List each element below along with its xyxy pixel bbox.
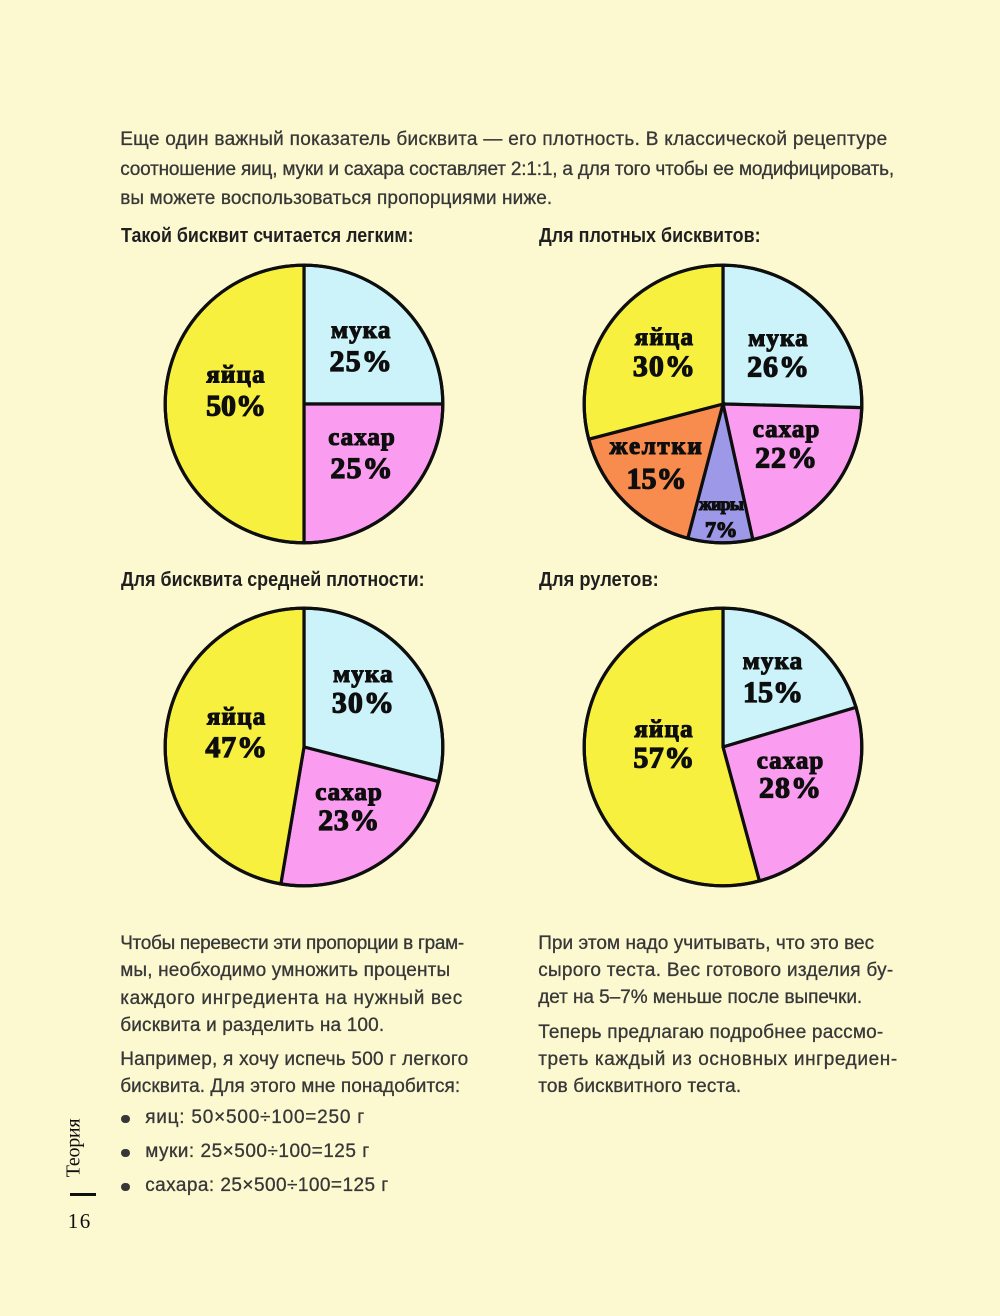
svg-text:25%: 25%	[331, 452, 394, 485]
svg-text:мука: мука	[331, 317, 392, 344]
svg-text:желтки: желтки	[609, 433, 703, 460]
svg-text:яйца: яйца	[634, 324, 694, 351]
svg-text:50%: 50%	[206, 390, 266, 423]
svg-text:жиры: жиры	[699, 494, 744, 514]
svg-text:57%: 57%	[633, 742, 694, 775]
svg-text:15%: 15%	[743, 676, 803, 709]
svg-text:25%: 25%	[330, 345, 393, 378]
svg-text:30%: 30%	[332, 687, 395, 720]
svg-text:26%: 26%	[747, 350, 810, 383]
svg-text:сахар: сахар	[315, 779, 382, 806]
svg-text:7%: 7%	[705, 517, 737, 542]
svg-text:сахар: сахар	[752, 416, 819, 443]
svg-text:сахар: сахар	[328, 424, 395, 451]
svg-text:23%: 23%	[318, 804, 380, 837]
svg-text:мука: мука	[333, 661, 394, 688]
svg-text:22%: 22%	[755, 442, 818, 475]
svg-text:30%: 30%	[633, 350, 696, 383]
svg-text:яйца: яйца	[634, 716, 694, 743]
svg-text:мука: мука	[742, 648, 803, 675]
svg-text:сахар: сахар	[756, 748, 823, 775]
svg-text:яйца: яйца	[206, 362, 266, 389]
svg-text:мука: мука	[748, 325, 809, 352]
svg-text:15%: 15%	[626, 463, 686, 496]
svg-text:47%: 47%	[206, 731, 269, 764]
svg-text:яйца: яйца	[207, 704, 267, 731]
svg-text:28%: 28%	[759, 772, 822, 805]
